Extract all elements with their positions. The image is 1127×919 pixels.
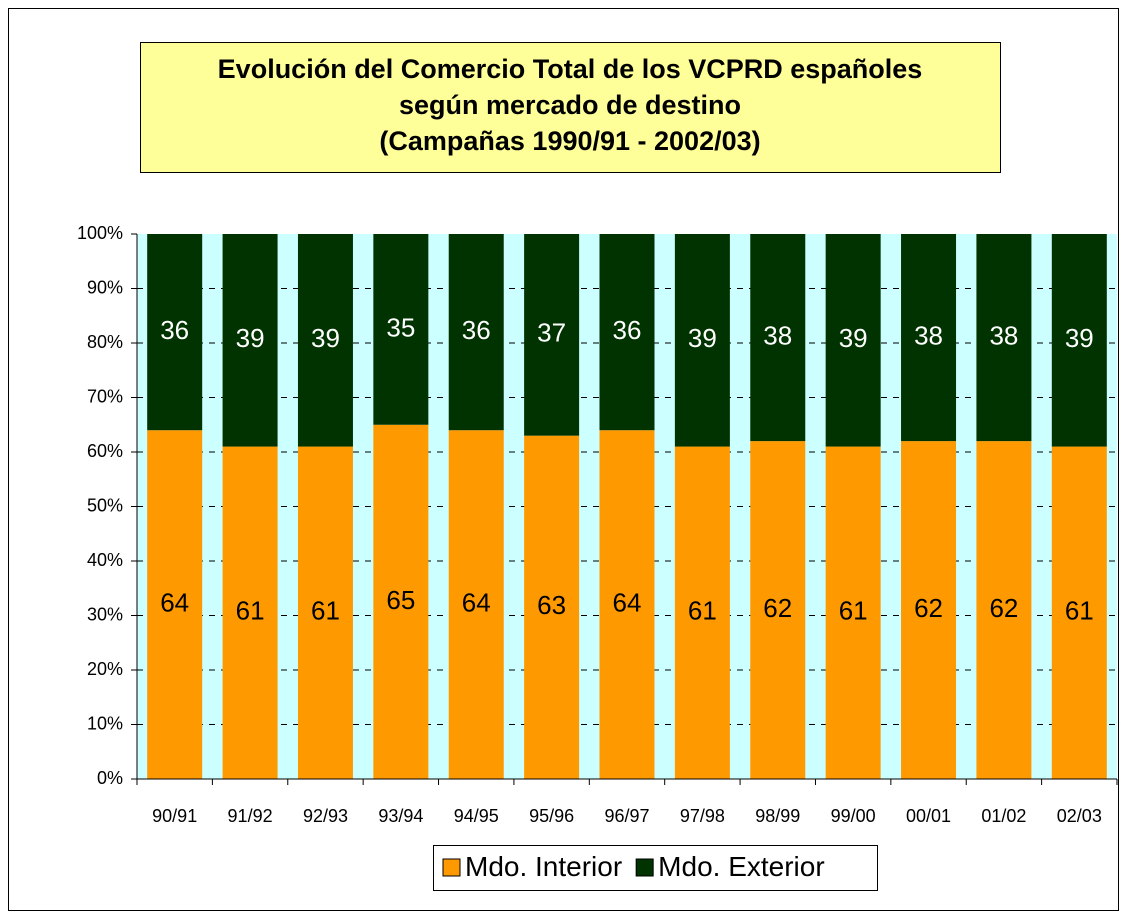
bar-segment (674, 446, 730, 779)
bar-segment (222, 234, 278, 447)
data-label: 63 (537, 590, 566, 620)
legend-label: Mdo. Exterior (658, 851, 825, 882)
y-tick-label: 70% (87, 386, 123, 406)
x-tick-label: 94/95 (454, 806, 499, 826)
bar-segment (448, 234, 504, 431)
chart-title: según mercado de destino (399, 90, 741, 120)
data-label: 36 (160, 315, 189, 345)
data-label: 35 (386, 312, 415, 342)
x-tick-label: 93/94 (378, 806, 423, 826)
y-tick-label: 100% (77, 223, 123, 243)
data-label: 38 (763, 320, 792, 350)
data-label: 38 (989, 320, 1018, 350)
bar-segment (1051, 234, 1107, 447)
legend-swatch (442, 858, 461, 877)
chart-title: Evolución del Comercio Total de los VCPR… (218, 54, 923, 84)
y-tick-label: 80% (87, 332, 123, 352)
data-label: 39 (839, 323, 868, 353)
y-tick-label: 20% (87, 659, 123, 679)
data-label: 62 (763, 593, 792, 623)
bar-segment (976, 441, 1032, 779)
data-label: 61 (311, 596, 340, 626)
data-label: 64 (160, 587, 189, 617)
data-label: 64 (613, 587, 642, 617)
bar-segment (901, 234, 957, 442)
legend-label: Mdo. Interior (465, 851, 622, 882)
bar-segment (297, 446, 353, 779)
y-tick-label: 60% (87, 441, 123, 461)
data-label: 61 (839, 596, 868, 626)
x-tick-label: 95/96 (529, 806, 574, 826)
bar-segment (976, 234, 1032, 442)
data-label: 38 (914, 320, 943, 350)
y-tick-label: 30% (87, 604, 123, 624)
chart-title: (Campañas 1990/91 - 2002/03) (379, 126, 760, 156)
bar-segment (222, 446, 278, 779)
legend-swatch (635, 858, 654, 877)
x-tick-label: 98/99 (755, 806, 800, 826)
x-tick-label: 01/02 (981, 806, 1026, 826)
bar-segment (825, 234, 881, 447)
data-label: 62 (914, 593, 943, 623)
data-label: 61 (236, 596, 265, 626)
bar-segment (750, 441, 806, 779)
bar-segment (373, 424, 429, 779)
x-tick-label: 90/91 (152, 806, 197, 826)
data-label: 61 (1065, 596, 1094, 626)
bar-segment (297, 234, 353, 447)
bar-segment (373, 234, 429, 425)
y-tick-label: 10% (87, 713, 123, 733)
bar-segment (147, 430, 203, 779)
y-tick-label: 40% (87, 550, 123, 570)
x-tick-label: 99/00 (831, 806, 876, 826)
bar-segment (524, 435, 580, 779)
bar-segment (599, 234, 655, 431)
x-tick-label: 96/97 (604, 806, 649, 826)
bar-segment (448, 430, 504, 779)
data-label: 39 (688, 323, 717, 353)
bar-segment (147, 234, 203, 431)
x-tick-label: 00/01 (906, 806, 951, 826)
bar-segment (674, 234, 730, 447)
data-label: 36 (462, 315, 491, 345)
bar-segment (524, 234, 580, 436)
data-label: 64 (462, 587, 491, 617)
title-box (140, 42, 1001, 173)
x-tick-label: 02/03 (1057, 806, 1102, 826)
x-tick-label: 97/98 (680, 806, 725, 826)
y-tick-label: 0% (97, 768, 123, 788)
x-tick-label: 92/93 (303, 806, 348, 826)
legend-box (433, 845, 878, 891)
data-label: 39 (311, 323, 340, 353)
bar-segment (901, 441, 957, 779)
data-label: 36 (613, 315, 642, 345)
bar-segment (750, 234, 806, 442)
bar-segment (599, 430, 655, 779)
data-label: 39 (1065, 323, 1094, 353)
bar-segment (825, 446, 881, 779)
x-tick-label: 91/92 (228, 806, 273, 826)
data-label: 65 (386, 585, 415, 615)
data-label: 37 (537, 318, 566, 348)
data-label: 39 (236, 323, 265, 353)
bar-segment (1051, 446, 1107, 779)
y-tick-label: 90% (87, 277, 123, 297)
y-tick-label: 50% (87, 495, 123, 515)
data-label: 62 (989, 593, 1018, 623)
data-label: 61 (688, 596, 717, 626)
